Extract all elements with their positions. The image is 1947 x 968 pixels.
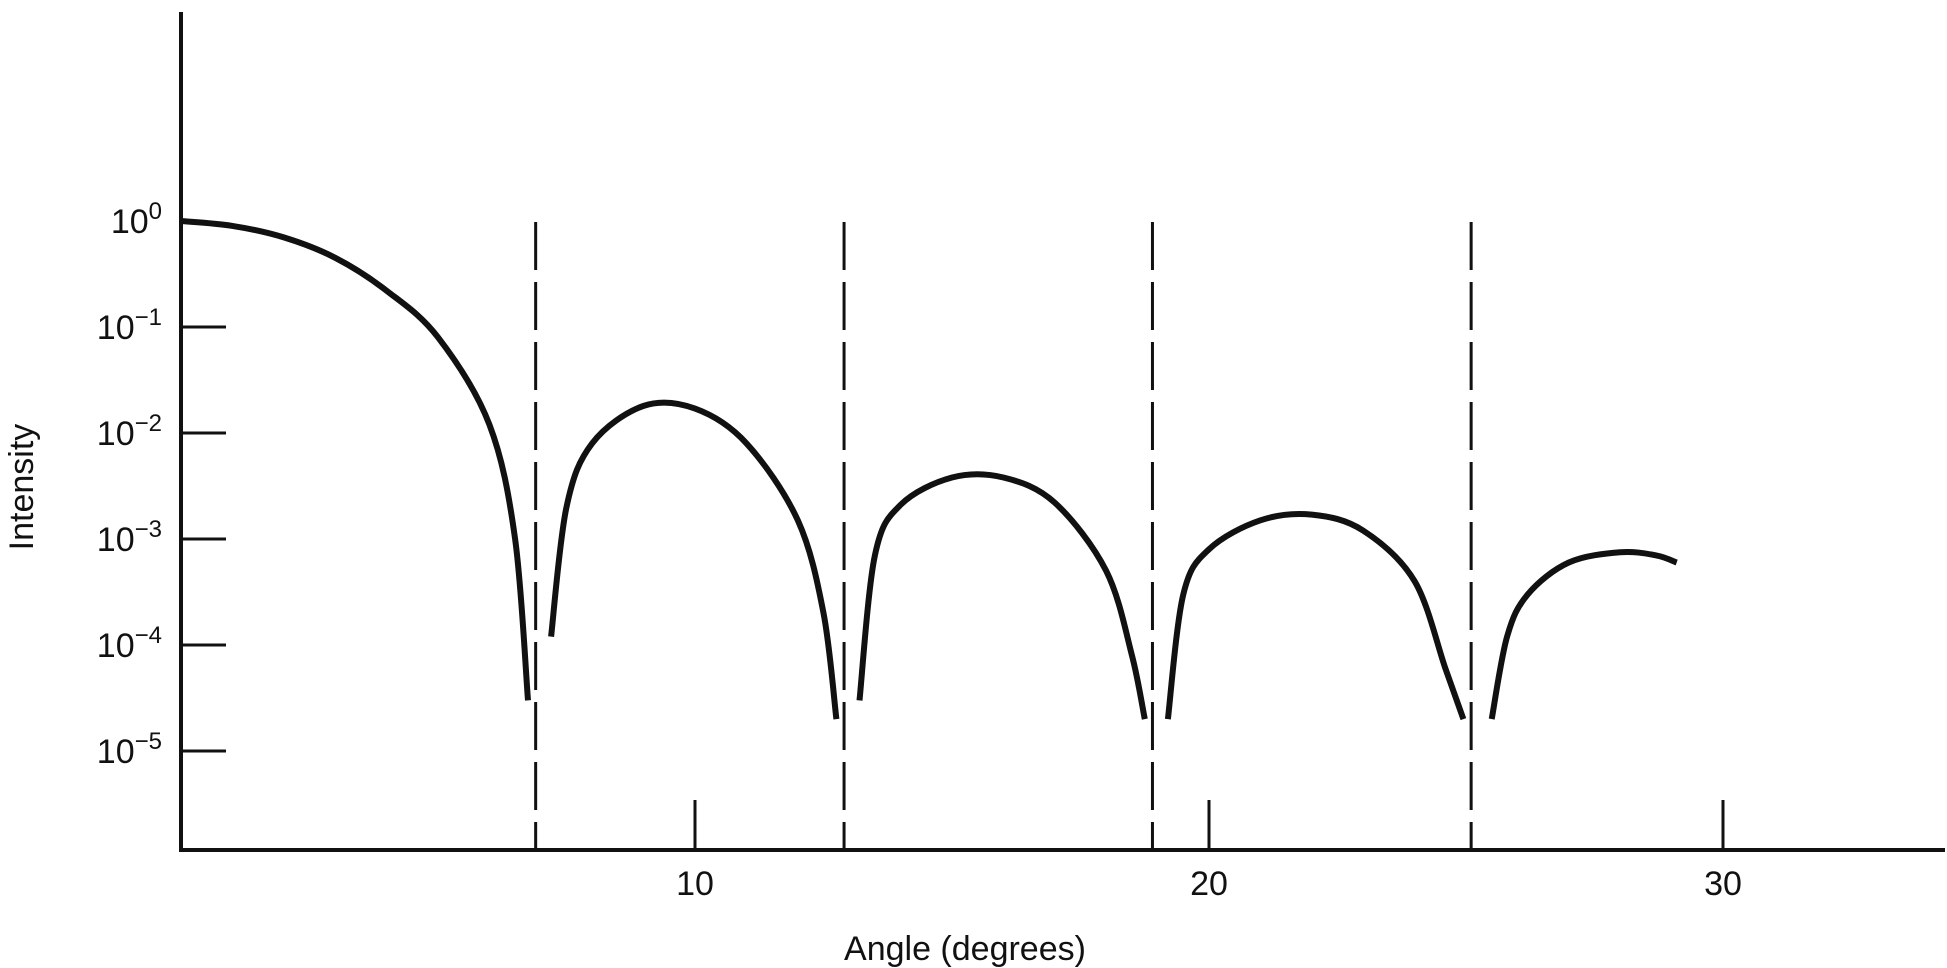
- y-tick-label-base: 10: [97, 309, 135, 347]
- x-axis-title: Angle (degrees): [844, 930, 1086, 968]
- minima-dashed-lines: [534, 222, 1473, 850]
- y-axis-title: Intensity: [3, 424, 41, 551]
- y-tick-label-base: 10: [97, 521, 135, 559]
- x-tick-label: 20: [1190, 865, 1228, 903]
- y-tick-label-base: 10: [97, 415, 135, 453]
- intensity-curve-lobe: [1488, 548, 1678, 720]
- y-tick-label-base: 10: [111, 203, 149, 241]
- x-tick-label: 10: [676, 865, 714, 903]
- series-group: [180, 218, 1678, 721]
- y-tick-label: 10−1: [97, 304, 162, 347]
- y-tick-label-exponent: 0: [149, 198, 162, 225]
- y-tick-label: 10−5: [97, 728, 162, 771]
- intensity-curve-lobe: [856, 471, 1148, 720]
- y-tick-label-exponent: −4: [135, 622, 162, 649]
- axes: [179, 12, 1945, 852]
- intensity-curve-lobe: [548, 399, 840, 720]
- y-tick-label-exponent: −2: [135, 410, 162, 437]
- intensity-curve-lobe: [1164, 510, 1467, 721]
- y-tick-label-exponent: −5: [135, 728, 162, 755]
- y-tick-label-exponent: −1: [135, 304, 162, 331]
- y-tick-label: 100: [111, 198, 162, 241]
- y-tick-label: 10−4: [97, 622, 162, 665]
- y-tick-label-base: 10: [97, 733, 135, 771]
- y-tick-label-base: 10: [97, 627, 135, 665]
- intensity-curve-lobe: [180, 218, 531, 701]
- y-tick-label-exponent: −3: [135, 516, 162, 543]
- y-tick-label: 10−2: [97, 410, 162, 453]
- x-ticks: 10 20 30: [676, 800, 1742, 903]
- x-tick-label: 30: [1704, 865, 1742, 903]
- y-tick-label: 10−3: [97, 516, 162, 559]
